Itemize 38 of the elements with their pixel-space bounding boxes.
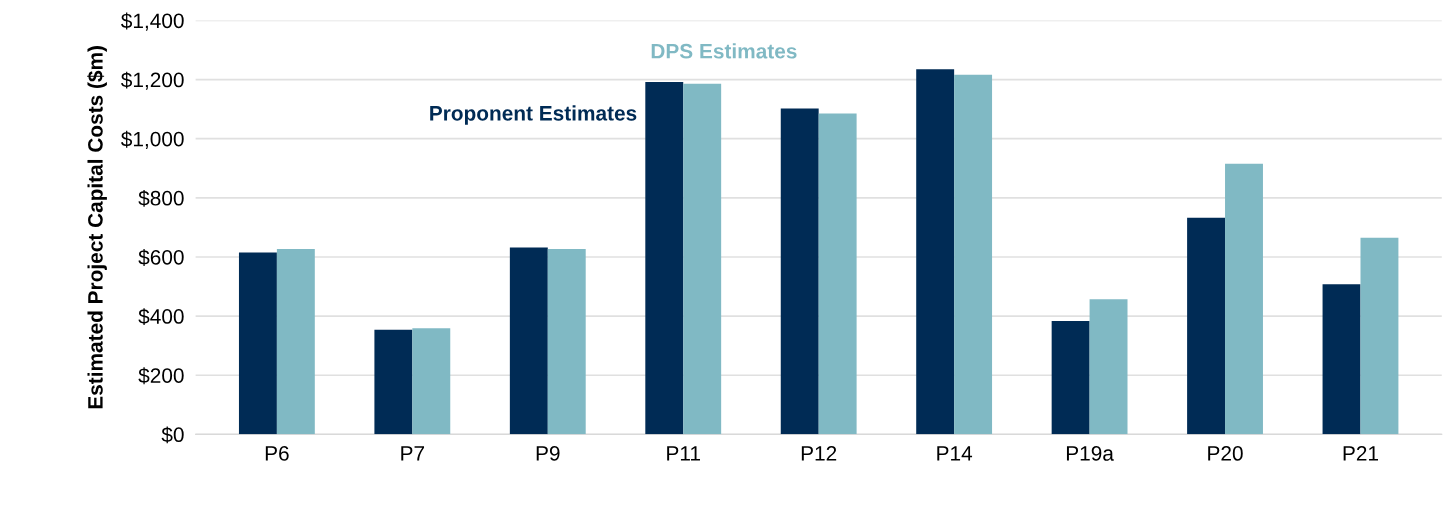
y-tick-label: $1,400 (121, 12, 184, 31)
y-tick-label: $1,200 (121, 71, 184, 90)
bar (1322, 284, 1361, 435)
bar (276, 248, 315, 435)
bar (412, 328, 451, 435)
y-tick-label: $400 (138, 308, 184, 326)
bar (1187, 217, 1226, 435)
bar (818, 113, 857, 435)
x-tick-label: P14 (937, 446, 973, 461)
bar (954, 74, 993, 435)
x-tick-label: P20 (1208, 446, 1243, 461)
y-tick-label: $1,000 (121, 130, 184, 149)
x-tick-label: P9 (536, 446, 560, 461)
y-tick-label: $800 (138, 189, 184, 207)
series-label: Proponent Estimates (430, 105, 637, 125)
bar (1360, 237, 1399, 435)
bar (780, 108, 819, 435)
bar (683, 83, 722, 435)
bar (547, 248, 586, 435)
series-label: DPS Estimates (651, 43, 797, 59)
x-tick-label: P7 (401, 446, 425, 461)
x-tick-label: P19a (1066, 446, 1114, 461)
x-tick-label: P6 (265, 446, 289, 461)
bar (1225, 163, 1263, 435)
bar (645, 81, 684, 435)
bar (509, 247, 548, 435)
bar (238, 252, 277, 435)
y-tick-label: $0 (161, 426, 184, 444)
bar (374, 329, 413, 435)
y-tick-label: $200 (138, 367, 184, 385)
x-tick-label: P11 (667, 446, 700, 461)
y-tick-label: $600 (138, 249, 184, 266)
y-axis-title: Estimated Project Capital Costs ($m) (87, 46, 107, 409)
bar (1051, 321, 1090, 435)
x-tick-label: P12 (801, 446, 837, 461)
bar (916, 69, 955, 435)
x-tick-label: P21 (1343, 446, 1378, 461)
bar (1089, 299, 1128, 435)
